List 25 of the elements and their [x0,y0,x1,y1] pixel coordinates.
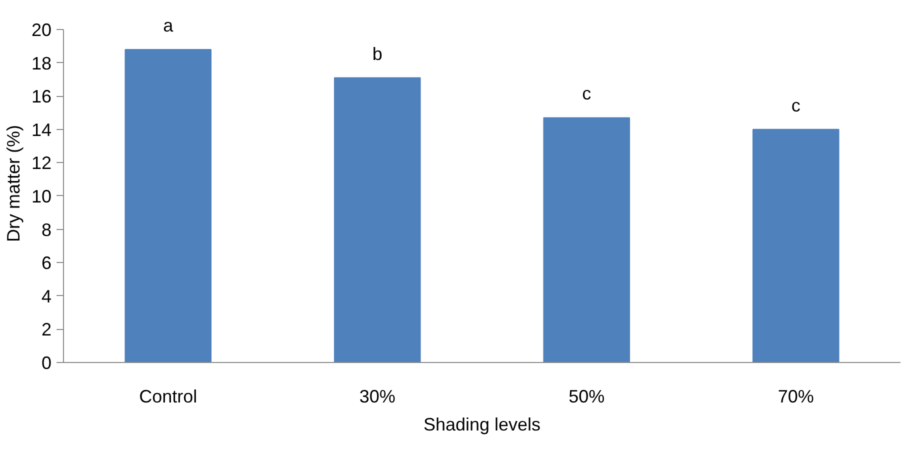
y-tick-label: 0 [41,353,52,373]
y-tick-label: 12 [31,153,52,174]
bar [543,117,630,362]
y-tick-label: 20 [31,20,52,40]
y-tick-label: 4 [41,286,52,306]
y-tick-label: 14 [31,120,52,140]
annotation: b [372,44,382,64]
x-tick-label: 70% [778,386,814,406]
x-tick-label: 50% [568,386,605,406]
y-tick-label: 2 [41,320,52,340]
annotation: c [582,84,592,104]
x-axis-title: Shading levels [423,414,541,434]
y-tick-label: 10 [31,186,52,206]
y-tick-label: 6 [41,253,52,274]
bar [124,48,212,362]
bar [752,128,840,362]
y-tick-label: 8 [41,220,52,240]
x-tick-label: Control [139,386,198,406]
annotation: c [791,95,800,116]
bar [334,77,421,362]
y-tick-label: 18 [31,53,52,74]
x-tick-label: 30% [359,386,396,406]
y-tick-label: 16 [31,86,52,107]
annotation: a [163,15,174,36]
y-axis-title: Dry matter (%) [3,125,24,242]
